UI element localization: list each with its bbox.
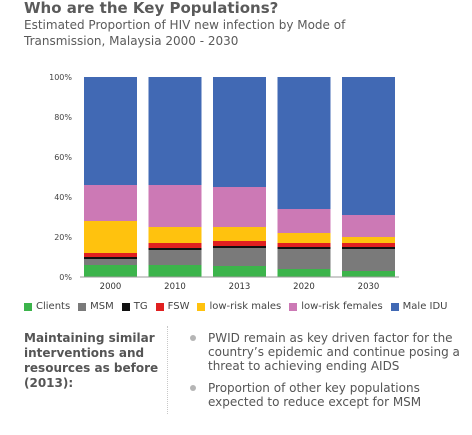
legend-label: low-risk females bbox=[301, 301, 383, 312]
x-tick-label: 2013 bbox=[229, 282, 251, 292]
y-tick-label: 60% bbox=[54, 153, 72, 162]
bar-segment-low-risk-males bbox=[342, 237, 395, 243]
bar-segment-low-risk-males bbox=[84, 221, 137, 253]
bar-segment-fsw bbox=[84, 253, 137, 257]
chart-legend: Clients MSM TG FSW low-risk males low-risk fe… bbox=[24, 301, 472, 312]
bar-segment-tg bbox=[213, 246, 266, 248]
bar-segment-tg bbox=[342, 247, 395, 249]
bar-segment-clients bbox=[84, 265, 137, 277]
y-tick-label: 40% bbox=[54, 193, 72, 202]
x-tick-label: 2020 bbox=[293, 282, 315, 292]
bar-segment-clients bbox=[277, 269, 331, 277]
bullet-dot-icon bbox=[190, 385, 196, 391]
legend-label: FSW bbox=[167, 301, 190, 312]
legend-swatch bbox=[197, 302, 206, 311]
x-tick-label: 2000 bbox=[100, 282, 122, 292]
bar-segment-low-risk-females bbox=[342, 215, 395, 237]
bar-segment-tg bbox=[148, 248, 202, 250]
bar-segment-male-idu bbox=[148, 77, 202, 185]
bullet-text: PWID remain as key driven factor for the… bbox=[208, 331, 460, 373]
bar-segment-male-idu bbox=[84, 77, 137, 185]
bar-segment-tg bbox=[84, 257, 137, 259]
bar-segment-fsw bbox=[213, 241, 266, 246]
legend-item: TG bbox=[121, 301, 148, 312]
x-tick-label: 2010 bbox=[164, 282, 186, 292]
bar-segment-male-idu bbox=[342, 77, 395, 215]
bar-segment-msm bbox=[148, 250, 202, 265]
legend-swatch bbox=[289, 302, 298, 311]
intervention-note: Maintaining similar interventions and re… bbox=[24, 331, 159, 390]
bar-segment-clients bbox=[213, 266, 266, 277]
bar-segment-low-risk-males bbox=[148, 227, 202, 243]
x-tick-label: 2030 bbox=[358, 282, 380, 292]
bar-segment-low-risk-females bbox=[213, 187, 266, 227]
y-tick-label: 100% bbox=[49, 73, 72, 82]
bullet-item: PWID remain as key driven factor for the… bbox=[190, 331, 460, 373]
bar-segment-fsw bbox=[148, 243, 202, 248]
legend-item: Clients bbox=[24, 301, 70, 312]
bar-segment-msm bbox=[213, 248, 266, 266]
bar-segment-male-idu bbox=[277, 77, 331, 209]
legend-item: MSM bbox=[78, 301, 114, 312]
bar-segment-fsw bbox=[342, 243, 395, 247]
legend-label: TG bbox=[133, 301, 148, 312]
legend-swatch bbox=[155, 302, 164, 311]
legend-item: low-risk males bbox=[197, 301, 281, 312]
legend-label: low-risk males bbox=[209, 301, 282, 312]
y-tick-label: 80% bbox=[54, 113, 72, 122]
y-tick-label: 20% bbox=[54, 233, 72, 242]
legend-swatch bbox=[390, 302, 399, 311]
bullet-dot-icon bbox=[190, 335, 196, 341]
bullet-item: Proportion of other key populations expe… bbox=[190, 381, 460, 409]
bar-segment-msm bbox=[277, 249, 331, 269]
legend-item: Male IDU bbox=[390, 301, 448, 312]
bar-segment-low-risk-males bbox=[277, 233, 331, 243]
bar-segment-low-risk-females bbox=[84, 185, 137, 221]
legend-label: Clients bbox=[36, 301, 71, 312]
legend-swatch bbox=[121, 302, 130, 311]
bar-segment-clients bbox=[148, 265, 202, 277]
bar-segment-msm bbox=[84, 259, 137, 265]
legend-label: MSM bbox=[90, 301, 114, 312]
bar-segment-male-idu bbox=[213, 77, 266, 187]
bar-segment-clients bbox=[342, 271, 395, 277]
bar-segment-low-risk-females bbox=[277, 209, 331, 233]
bullet-list: PWID remain as key driven factor for the… bbox=[190, 331, 460, 417]
bar-segment-tg bbox=[277, 247, 331, 249]
legend-swatch bbox=[78, 302, 87, 311]
bullet-text: Proportion of other key populations expe… bbox=[208, 381, 422, 409]
page-title: Who are the Key Populations? bbox=[24, 0, 279, 17]
bar-segment-low-risk-females bbox=[148, 185, 202, 227]
chart-subtitle: Estimated Proportion of HIV new infectio… bbox=[24, 18, 346, 48]
legend-item: FSW bbox=[155, 301, 190, 312]
bar-segment-low-risk-males bbox=[213, 227, 266, 241]
bar-segment-fsw bbox=[277, 243, 331, 247]
divider bbox=[167, 326, 168, 414]
stacked-bar-chart: 0% 20% 40% 60% 80% 100% 2000 2010 2013 2020 2030 bbox=[49, 73, 399, 292]
legend-label: Male IDU bbox=[402, 301, 448, 312]
y-tick-label: 0% bbox=[59, 273, 72, 282]
legend-item: low-risk females bbox=[289, 301, 383, 312]
bar-segment-msm bbox=[342, 249, 395, 271]
legend-swatch bbox=[24, 302, 32, 311]
